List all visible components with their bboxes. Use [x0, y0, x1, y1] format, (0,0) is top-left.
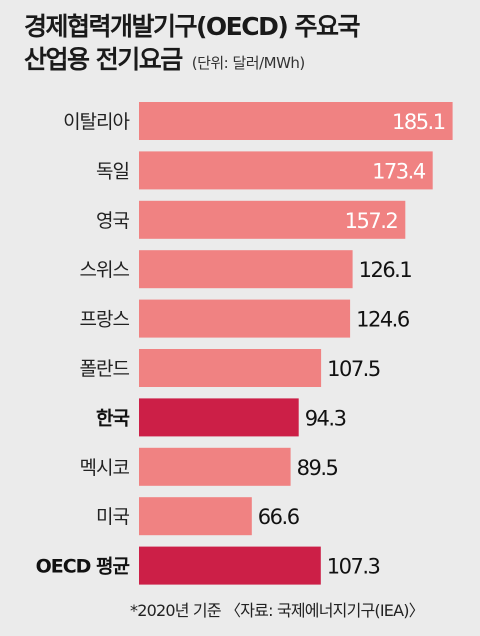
bar-5	[139, 349, 322, 387]
title-line-2-text: 산업용 전기요금	[24, 45, 183, 74]
category-label-5: 폴란드	[80, 358, 130, 380]
category-label-6: 한국	[96, 407, 129, 429]
unit-label: (단위: 달러/MWh)	[191, 54, 306, 72]
category-label-7: 멕시코	[80, 457, 130, 479]
value-label-9: 107.3	[327, 555, 380, 579]
bar-3	[139, 250, 353, 289]
title-line-1: 경제협력개발기구(OECD) 주요국	[24, 12, 361, 41]
value-label-0: 185.1	[392, 110, 445, 134]
bar-7	[139, 447, 291, 486]
footnote: *2020년 기준 〈자료: 국제에너지기구(IEA)〉	[130, 601, 425, 620]
value-label-3: 126.1	[359, 258, 412, 282]
value-label-2: 157.2	[345, 209, 398, 233]
category-label-1: 독일	[96, 160, 129, 182]
category-label-3: 스위스	[80, 259, 130, 281]
value-label-4: 124.6	[356, 308, 410, 332]
value-label-8: 66.6	[258, 505, 300, 529]
bar-8	[139, 497, 252, 536]
title-line-2: 산업용 전기요금 (단위: 달러/MWh)	[24, 43, 359, 80]
category-label-9: OECD 평균	[36, 556, 130, 578]
bar-2	[139, 200, 406, 239]
category-label-2: 영국	[96, 210, 129, 232]
category-label-4: 프랑스	[80, 309, 130, 331]
bar-0	[139, 102, 453, 140]
value-label-5: 107.5	[327, 357, 380, 381]
value-label-6: 94.3	[305, 406, 346, 430]
bar-4	[139, 299, 351, 338]
bar-9	[139, 546, 321, 585]
category-label-0: 이탈리아	[63, 111, 129, 133]
value-label-7: 89.5	[297, 456, 338, 480]
value-label-1: 173.4	[372, 159, 426, 183]
category-label-8: 미국	[96, 506, 129, 528]
bar-1	[139, 151, 433, 190]
chart-title: 경제협력개발기구(OECD) 주요국 산업용 전기요금 (단위: 달러/MWh)	[24, 10, 361, 80]
bar-6	[139, 398, 299, 437]
